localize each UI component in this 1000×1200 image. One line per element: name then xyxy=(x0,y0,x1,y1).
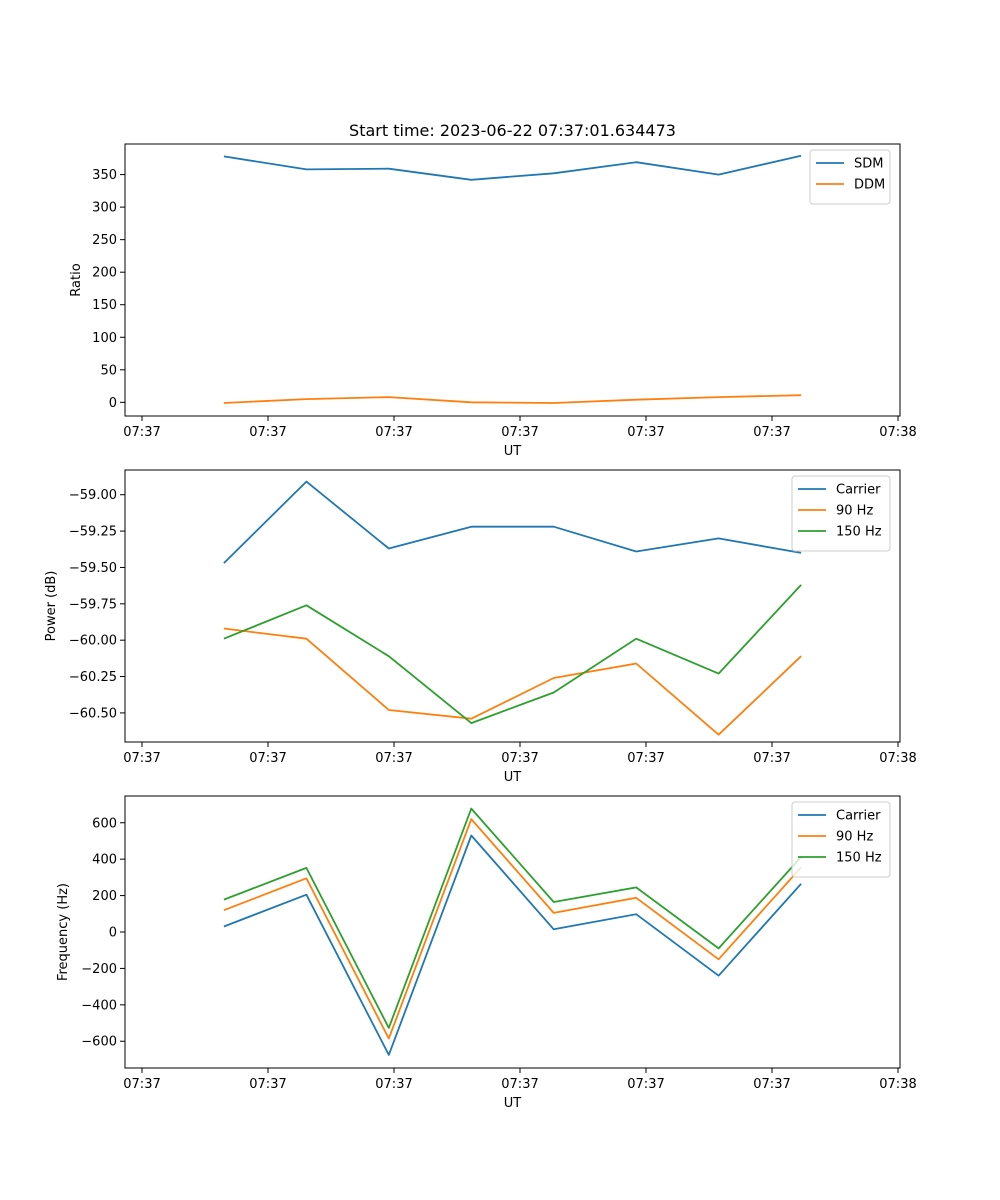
y-tick-label: −60.50 xyxy=(69,706,117,721)
x-tick-label: 07:38 xyxy=(879,425,916,440)
x-tick-label: 07:38 xyxy=(879,1077,916,1092)
series-line-ddm xyxy=(223,394,802,404)
series-line-90-hz xyxy=(223,818,802,1040)
y-tick-label: −60.00 xyxy=(69,634,117,649)
y-tick-label: −60.25 xyxy=(69,670,117,685)
subplot-3: 07:37 07:37 07:37 07:37 07:37 07:37 07:38 −600 −… xyxy=(56,795,917,1111)
y-tick-label: 100 xyxy=(92,331,117,346)
legend-label: 150 Hz xyxy=(836,525,882,540)
x-tick-label: 07:37 xyxy=(123,751,160,766)
x-tick-label: 07:37 xyxy=(249,425,286,440)
y-tick-label: −59.75 xyxy=(69,597,117,612)
x-tick-label: 07:37 xyxy=(375,1077,412,1092)
legend: Carrier 90 Hz 150 Hz xyxy=(791,801,891,878)
x-tick-label: 07:37 xyxy=(375,425,412,440)
legend-label: 150 Hz xyxy=(836,851,882,866)
y-axis-label: Ratio xyxy=(69,263,84,296)
y-tick-label: 0 xyxy=(109,926,117,941)
x-tick-label: 07:37 xyxy=(375,751,412,766)
x-tick-label: 07:37 xyxy=(123,425,160,440)
series-line-90-hz xyxy=(223,627,802,736)
x-tick-label: 07:38 xyxy=(879,751,916,766)
legend: SDM DDM xyxy=(809,149,891,205)
legend-box xyxy=(791,801,891,878)
series-line-150-hz xyxy=(223,807,802,1029)
y-tick-label: 400 xyxy=(92,853,117,868)
series-line-carrier xyxy=(223,480,802,564)
x-tick-label: 07:37 xyxy=(753,425,790,440)
x-tick-label: 07:37 xyxy=(627,751,664,766)
x-tick-label: 07:37 xyxy=(249,751,286,766)
x-tick-label: 07:37 xyxy=(501,751,538,766)
x-axis-label: UT xyxy=(504,1096,522,1111)
y-axis-label: Frequency (Hz) xyxy=(56,883,71,981)
legend-label: DDM xyxy=(854,178,885,193)
legend-label: Carrier xyxy=(836,483,881,498)
y-tick-label: −59.25 xyxy=(69,525,117,540)
y-tick-label: −400 xyxy=(81,998,117,1013)
y-tick-label: 300 xyxy=(92,201,117,216)
x-tick-label: 07:37 xyxy=(753,1077,790,1092)
figure-title: Start time: 2023-06-22 07:37:01.634473 xyxy=(349,121,676,140)
legend-label: SDM xyxy=(854,157,883,172)
y-tick-label: 600 xyxy=(92,816,117,831)
y-tick-label: 250 xyxy=(92,233,117,248)
x-tick-label: 07:37 xyxy=(123,1077,160,1092)
legend: Carrier 90 Hz 150 Hz xyxy=(791,475,891,552)
y-tick-label: 150 xyxy=(92,298,117,313)
x-tick-label: 07:37 xyxy=(627,425,664,440)
y-tick-label: 350 xyxy=(92,168,117,183)
y-axis-label: Power (dB) xyxy=(44,571,59,642)
legend-box xyxy=(791,475,891,552)
x-tick-label: 07:37 xyxy=(627,1077,664,1092)
y-tick-label: −59.50 xyxy=(69,561,117,576)
x-tick-label: 07:37 xyxy=(753,751,790,766)
axes-frame xyxy=(124,469,901,743)
series-line-carrier xyxy=(223,834,802,1056)
x-tick-label: 07:37 xyxy=(501,1077,538,1092)
legend-label: Carrier xyxy=(836,809,881,824)
x-axis-label: UT xyxy=(504,444,522,459)
series-line-sdm xyxy=(223,154,802,181)
y-tick-label: −200 xyxy=(81,962,117,977)
x-tick-label: 07:37 xyxy=(249,1077,286,1092)
x-tick-label: 07:37 xyxy=(501,425,538,440)
subplot-1: 07:37 07:37 07:37 07:37 07:37 07:37 07:38 0 50 10… xyxy=(69,143,917,459)
y-tick-label: 200 xyxy=(92,889,117,904)
axes-frame xyxy=(124,143,901,417)
y-tick-label: 0 xyxy=(109,396,117,411)
y-tick-label: −59.00 xyxy=(69,488,117,503)
y-tick-label: 200 xyxy=(92,266,117,281)
legend-label: 90 Hz xyxy=(836,504,873,519)
y-tick-label: 50 xyxy=(100,363,117,378)
x-axis-label: UT xyxy=(504,770,522,785)
subplots: 07:37 07:37 07:37 07:37 07:37 07:37 07:38 0 50 10… xyxy=(44,143,917,1111)
series-line-150-hz xyxy=(223,584,802,724)
y-tick-label: −600 xyxy=(81,1035,117,1050)
legend-label: 90 Hz xyxy=(836,830,873,845)
subplot-2: 07:37 07:37 07:37 07:37 07:37 07:37 07:38 −60.5… xyxy=(44,469,917,785)
